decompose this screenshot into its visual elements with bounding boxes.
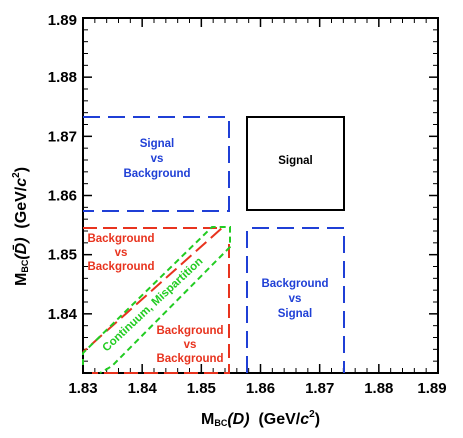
background-vs-background-lower-label-line3: Background <box>156 353 223 365</box>
background-vs-background-lower-label-line1: Background <box>156 325 223 337</box>
signal-label: Signal <box>278 155 313 167</box>
background-vs-background-upper-region: Background vs Background <box>82 227 225 353</box>
x-tick-label: 1.83 <box>68 380 97 397</box>
signal-vs-background-label-line1: Signal <box>140 138 175 150</box>
background-vs-background-lower-region: Background vs Background <box>92 244 230 374</box>
signal-region: Signal <box>246 116 345 211</box>
background-vs-background-upper-label-line3: Background <box>87 261 154 273</box>
background-vs-signal-label-line1: Background <box>261 278 328 290</box>
y-tick-label: 1.87 <box>48 128 77 145</box>
background-vs-background-lower-label-line2: vs <box>184 339 197 351</box>
x-tick-label: 1.86 <box>246 380 275 397</box>
background-vs-background-upper-label-line2: vs <box>115 247 128 259</box>
y-tick-label: 1.86 <box>48 188 77 205</box>
signal-vs-background-label-line2: vs <box>151 153 164 165</box>
x-tick-label: 1.87 <box>305 380 334 397</box>
y-tick-label: 1.89 <box>48 12 77 29</box>
background-vs-background-upper-label-line1: Background <box>87 233 154 245</box>
continuum-mispartition-band: Continuum, Mispartition <box>82 226 231 374</box>
x-tick-label: 1.89 <box>417 380 446 397</box>
signal-vs-background-label-line3: Background <box>123 168 190 180</box>
axis-ticks <box>82 17 439 374</box>
y-tick-labels: 1.84 1.85 1.86 1.87 1.88 1.89 <box>48 12 78 323</box>
x-tick-label: 1.85 <box>187 380 216 397</box>
y-tick-label: 1.88 <box>48 69 77 86</box>
signal-vs-background-region: Signal vs Background <box>83 116 230 212</box>
y-tick-label: 1.85 <box>48 247 77 264</box>
y-tick-label: 1.84 <box>48 306 78 323</box>
x-tick-label: 1.84 <box>128 380 158 397</box>
background-vs-signal-label-line3: Signal <box>278 308 313 320</box>
background-vs-signal-region: Background vs Signal <box>246 227 345 373</box>
x-axis-title: MBC(D) (GeV/c2) <box>201 409 320 428</box>
x-tick-labels: 1.83 1.84 1.85 1.86 1.87 1.88 1.89 <box>68 380 446 397</box>
x-tick-label: 1.88 <box>364 380 393 397</box>
background-vs-signal-label-line2: vs <box>289 293 302 305</box>
y-axis-title: MBC(D̄) (GeV/c2) <box>11 167 30 286</box>
